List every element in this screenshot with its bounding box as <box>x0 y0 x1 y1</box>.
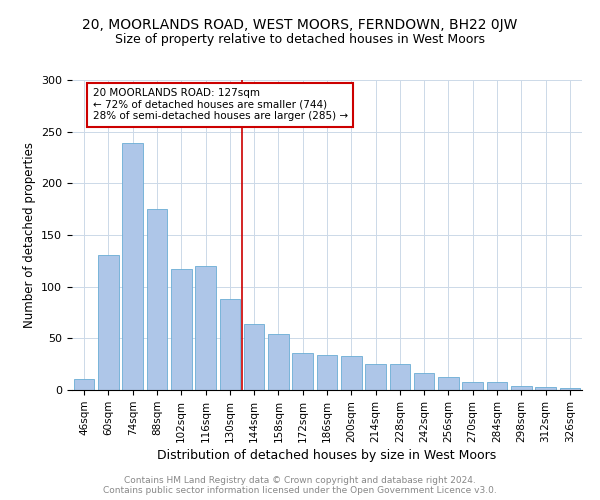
Bar <box>414 374 434 390</box>
Bar <box>365 364 386 390</box>
Bar <box>341 356 362 390</box>
Bar <box>146 209 167 390</box>
Bar <box>511 386 532 390</box>
Bar <box>292 353 313 390</box>
Bar <box>171 269 191 390</box>
Bar <box>122 143 143 390</box>
X-axis label: Distribution of detached houses by size in West Moors: Distribution of detached houses by size … <box>157 449 497 462</box>
Bar <box>487 382 508 390</box>
Bar <box>220 299 240 390</box>
Text: 20, MOORLANDS ROAD, WEST MOORS, FERNDOWN, BH22 0JW: 20, MOORLANDS ROAD, WEST MOORS, FERNDOWN… <box>82 18 518 32</box>
Text: Contains HM Land Registry data © Crown copyright and database right 2024.
Contai: Contains HM Land Registry data © Crown c… <box>103 476 497 495</box>
Bar <box>195 266 216 390</box>
Bar <box>317 355 337 390</box>
Bar <box>268 334 289 390</box>
Bar <box>74 378 94 390</box>
Bar <box>560 388 580 390</box>
Bar <box>244 324 265 390</box>
Bar <box>98 254 119 390</box>
Bar <box>463 382 483 390</box>
Y-axis label: Number of detached properties: Number of detached properties <box>23 142 35 328</box>
Bar <box>389 364 410 390</box>
Bar <box>535 387 556 390</box>
Bar <box>438 376 459 390</box>
Text: Size of property relative to detached houses in West Moors: Size of property relative to detached ho… <box>115 32 485 46</box>
Text: 20 MOORLANDS ROAD: 127sqm
← 72% of detached houses are smaller (744)
28% of semi: 20 MOORLANDS ROAD: 127sqm ← 72% of detac… <box>92 88 348 122</box>
